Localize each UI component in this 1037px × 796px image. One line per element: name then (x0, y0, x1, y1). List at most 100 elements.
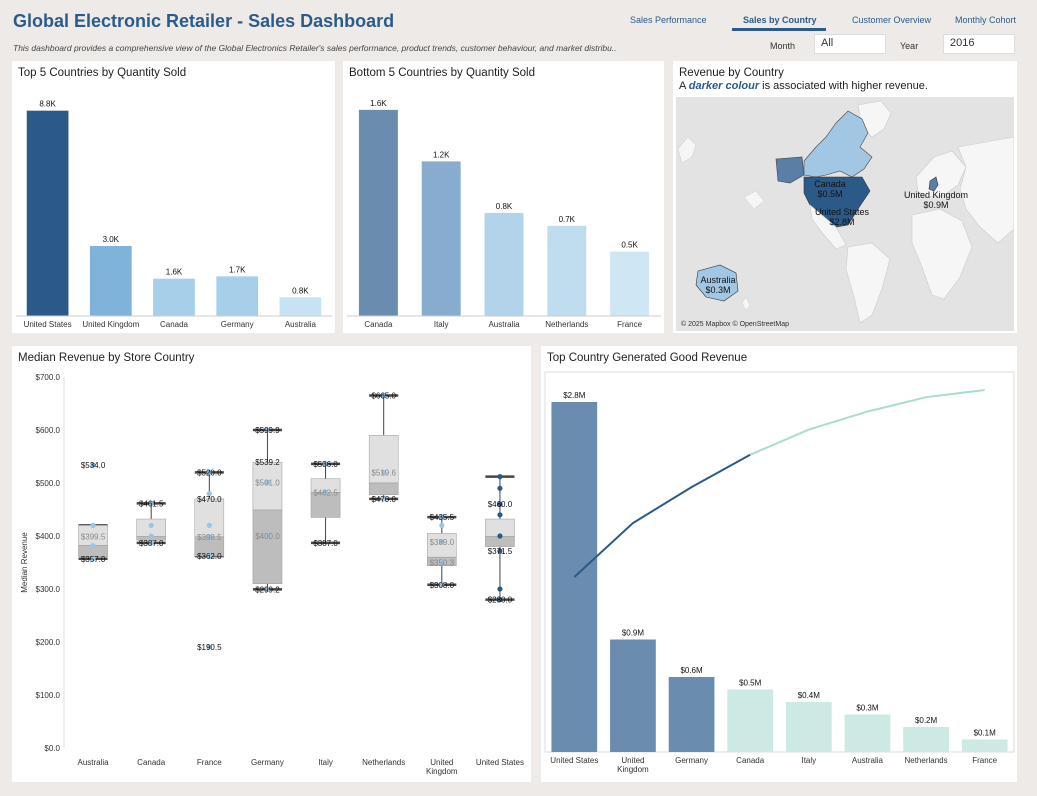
box-y-tick-label: $600.0 (36, 426, 61, 435)
south-america-shape (845, 242, 891, 324)
year-filter[interactable]: 2016 (943, 34, 1015, 54)
pareto-category-label: Australia (852, 756, 884, 765)
map-label-uk-name: United Kingdom (904, 190, 968, 200)
map-canada[interactable] (803, 110, 873, 178)
top5-bar (216, 276, 259, 316)
box-data-point (439, 514, 445, 520)
month-filter[interactable]: All (814, 34, 886, 54)
pareto-data-label: $0.5M (739, 679, 762, 688)
box-data-point (497, 474, 503, 480)
map-australia[interactable] (695, 264, 739, 302)
box-value-label: $460.0 (488, 500, 513, 509)
map-title: Revenue by Country (679, 67, 784, 79)
box-value-label: $280.0 (488, 596, 513, 605)
islands-shape (677, 136, 765, 312)
bottom5-data-label: 0.5K (621, 241, 638, 250)
box-lower-box (368, 482, 399, 495)
box-value-label: $482.5 (313, 488, 338, 497)
box-lower-box (252, 509, 283, 584)
map-label-australia-name: Australia (700, 275, 735, 285)
pareto-data-label: $0.1M (974, 729, 997, 738)
box-data-point (264, 533, 271, 539)
bottom5-data-label: 1.2K (433, 150, 450, 159)
box-y-tick-label: $200.0 (36, 638, 61, 647)
box-data-point (381, 496, 387, 502)
box-data-point (497, 485, 503, 491)
year-filter-label: Year (900, 41, 919, 51)
tab-customer-overview[interactable]: Customer Overview (852, 15, 932, 25)
pareto-cumulative-line (749, 389, 985, 456)
box-data-point (322, 489, 329, 495)
pareto-category-label: Canada (736, 756, 765, 765)
box-y-axis-title: Median Revenue (20, 532, 29, 593)
pareto-data-label: $0.9M (622, 629, 645, 638)
pareto-category-label: United (621, 756, 644, 765)
tab-monthly-cohort[interactable]: Monthly Cohort (955, 15, 1017, 25)
pareto-category-label: Germany (675, 756, 708, 765)
box-data-point (206, 469, 212, 475)
box-data-point (497, 501, 503, 507)
bottom5-category-label: France (617, 320, 642, 329)
box-value-label: $190.5 (197, 643, 222, 652)
bottom5-bar (547, 225, 587, 316)
box-y-tick-label: $300.0 (36, 585, 61, 594)
bottom5-data-label: 0.8K (496, 202, 513, 211)
box-category-label: Germany (251, 758, 284, 767)
bottom5-bar (421, 161, 461, 316)
map-panel: Revenue by Country A darker colour is as… (673, 61, 1017, 333)
box-data-point (497, 597, 503, 603)
boxplot-chart: $0.0 $100.0 $200.0 $300.0 $400.0 $500.0 $600.0… (20, 373, 524, 776)
box-data-point (439, 522, 445, 528)
box-value-label: $599.9 (255, 426, 280, 435)
pareto-bar (610, 639, 656, 752)
box-data-point (148, 522, 154, 528)
map-united-kingdom[interactable] (928, 176, 939, 192)
revenue-map[interactable]: Canada $0.5M United States $2.8M United … (676, 97, 1014, 331)
box-value-label: $362.0 (197, 552, 222, 561)
bottom5-data-label: 1.6K (370, 99, 387, 108)
box-data-point (148, 533, 154, 539)
pareto-data-label: $0.2M (915, 716, 938, 725)
box-y-tick-label: $100.0 (36, 691, 61, 700)
pareto-cumulative-line (573, 453, 751, 578)
top5-data-label: 8.8K (39, 100, 56, 109)
box-value-label: $387.0 (139, 539, 164, 548)
box-value-label: $534.0 (81, 461, 106, 470)
pareto-category-label: Italy (801, 756, 816, 765)
tab-sales-performance[interactable]: Sales Performance (630, 15, 707, 25)
box-y-tick-label: $0.0 (44, 744, 60, 753)
active-tab-indicator (732, 28, 826, 31)
box-value-label: $461.5 (139, 499, 164, 508)
pareto-data-label: $0.6M (680, 666, 703, 675)
map-alaska[interactable] (775, 156, 805, 184)
box-value-label: $389.0 (430, 538, 455, 547)
pareto-data-label: $2.8M (563, 391, 586, 400)
pareto-category-label: Netherlands (904, 756, 947, 765)
pareto-bar (903, 727, 949, 752)
box-y-tick-label: $700.0 (36, 373, 61, 382)
top5-bar (153, 278, 195, 316)
box-value-label: $501.0 (255, 478, 280, 487)
bottom5-chart: 1.6K Canada 1.2K Italy 0.8K Australia 0.7K Neth… (347, 99, 661, 329)
box-data-point (90, 556, 96, 562)
map-united-states[interactable] (803, 176, 871, 228)
map-subtitle-emphasis: darker colour (688, 80, 760, 92)
box-category-label: United States (476, 758, 524, 767)
box-data-point (148, 500, 154, 507)
top5-title: Top 5 Countries by Quantity Sold (18, 67, 187, 79)
map-subtitle: A darker colour is associated with highe… (679, 80, 928, 92)
box-data-point (206, 491, 212, 497)
map-label-us-name: United States (815, 207, 870, 217)
box-data-point (90, 462, 96, 468)
box-value-label: $399.5 (81, 532, 106, 541)
box-category-label: Netherlands (362, 758, 405, 767)
tab-sales-by-country[interactable]: Sales by Country (743, 15, 817, 25)
boxplot-title: Median Revenue by Store Country (18, 352, 195, 364)
box-data-point (206, 534, 212, 540)
top5-data-label: 1.6K (166, 268, 183, 277)
pareto-plot-frame (544, 371, 1015, 753)
mexico-shape (809, 204, 847, 250)
box-value-label: $519.6 (371, 469, 396, 478)
box-data-point (381, 392, 387, 399)
